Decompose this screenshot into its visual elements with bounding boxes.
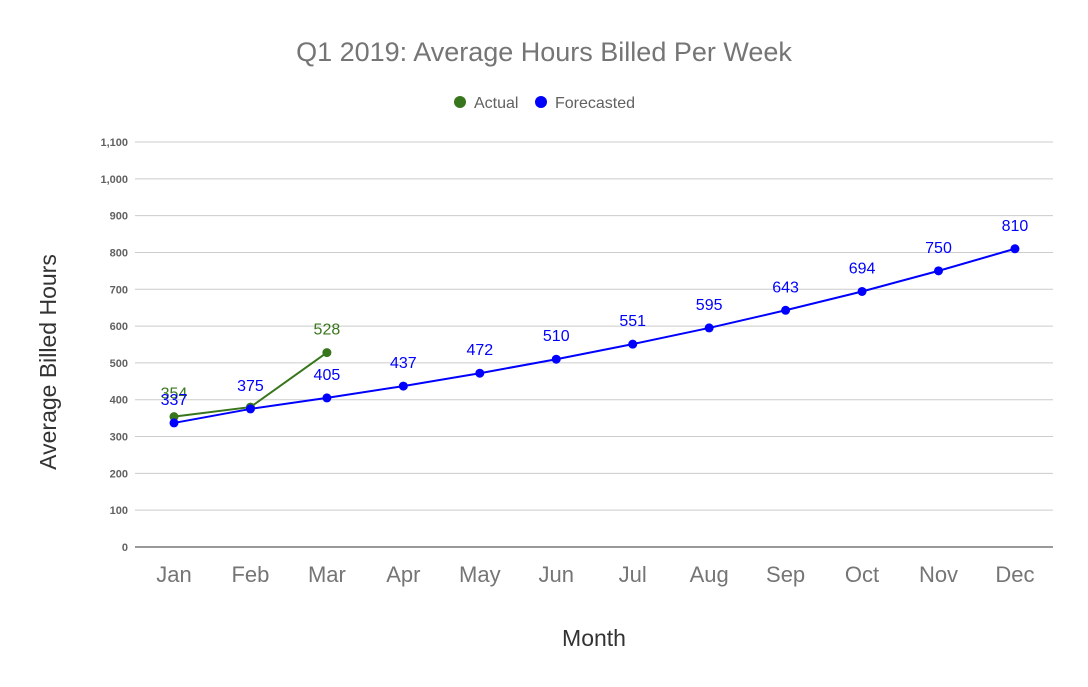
data-label-forecasted: 510 xyxy=(543,328,570,345)
data-point-forecasted xyxy=(551,354,561,364)
y-tick-label: 400 xyxy=(110,395,128,407)
data-point-forecasted xyxy=(628,339,638,349)
data-point-forecasted xyxy=(934,266,943,276)
x-tick-label: Dec xyxy=(995,562,1034,587)
series-line-forecasted xyxy=(173,247,1016,424)
x-tick-label: Sep xyxy=(766,562,805,587)
data-labels: 354 528 337 375 405 437 472 510 551 595 643 694 750 8… xyxy=(161,218,1029,409)
chart-legend: Actual Forecasted xyxy=(454,95,635,112)
legend-label-actual: Actual xyxy=(474,95,518,112)
legend-item-actual: Actual xyxy=(454,95,518,112)
data-label-forecasted: 643 xyxy=(772,279,799,296)
gridlines xyxy=(135,141,1053,548)
y-tick-label: 200 xyxy=(110,468,128,480)
chart-title: Q1 2019: Average Hours Billed Per Week xyxy=(296,37,792,67)
x-tick-label: Nov xyxy=(919,562,958,587)
legend-item-forecasted: Forecasted xyxy=(535,95,635,112)
y-tick-label: 900 xyxy=(110,211,128,223)
x-tick-label: Oct xyxy=(845,562,879,587)
y-tick-label: 1,100 xyxy=(100,137,128,149)
data-point-forecasted xyxy=(1010,244,1020,254)
y-axis-ticks: 0 100 200 300 400 500 600 700 800 900 1,000 1,100 xyxy=(100,137,128,554)
data-label-forecasted: 337 xyxy=(161,392,188,409)
legend-marker-forecasted xyxy=(535,96,547,108)
y-tick-label: 1,000 xyxy=(100,174,128,186)
y-tick-label: 100 xyxy=(110,505,128,517)
x-tick-label: Jun xyxy=(539,562,574,587)
x-axis-ticks: Jan Feb Mar Apr May Jun Jul Aug Sep Oct Nov Dec xyxy=(156,562,1034,587)
data-point-forecasted xyxy=(169,418,179,428)
x-tick-label: Apr xyxy=(386,562,420,587)
y-tick-label: 800 xyxy=(110,247,128,259)
x-tick-label: Aug xyxy=(690,562,729,587)
y-tick-label: 0 xyxy=(122,542,128,554)
data-point-forecasted xyxy=(475,368,485,378)
x-tick-label: Feb xyxy=(231,562,269,587)
y-tick-label: 300 xyxy=(110,432,128,444)
data-point-forecasted xyxy=(322,393,332,403)
series-forecasted xyxy=(169,244,1020,428)
data-label-forecasted: 750 xyxy=(925,240,952,257)
legend-label-forecasted: Forecasted xyxy=(555,95,635,112)
y-tick-label: 700 xyxy=(110,284,128,296)
data-label-forecasted: 375 xyxy=(237,378,264,395)
data-label-forecasted: 551 xyxy=(619,313,646,330)
x-tick-label: Jan xyxy=(156,562,191,587)
x-tick-label: Jul xyxy=(619,562,647,587)
x-tick-label: May xyxy=(459,562,501,587)
y-axis-title: Average Billed Hours xyxy=(35,254,61,470)
data-label-forecasted: 405 xyxy=(314,367,341,384)
data-point-actual xyxy=(169,412,179,422)
x-axis-title: Month xyxy=(562,625,626,651)
y-tick-label: 500 xyxy=(110,358,128,370)
y-tick-label: 600 xyxy=(110,321,128,333)
data-label-forecasted: 694 xyxy=(849,260,876,277)
data-point-forecasted xyxy=(245,404,255,414)
data-label-forecasted: 595 xyxy=(696,297,723,314)
data-point-forecasted xyxy=(781,305,791,315)
legend-marker-actual xyxy=(454,96,466,108)
series-layer xyxy=(169,244,1020,428)
data-point-forecasted xyxy=(704,323,714,333)
data-label-actual: 354 xyxy=(161,386,188,403)
data-point-actual xyxy=(322,348,332,358)
data-label-actual: 528 xyxy=(314,322,341,339)
data-point-forecasted xyxy=(857,286,867,296)
data-label-forecasted: 437 xyxy=(390,355,417,372)
data-label-forecasted: 472 xyxy=(466,342,493,359)
data-point-forecasted xyxy=(398,381,408,391)
data-label-forecasted: 810 xyxy=(1002,218,1029,235)
x-tick-label: Mar xyxy=(308,562,346,587)
